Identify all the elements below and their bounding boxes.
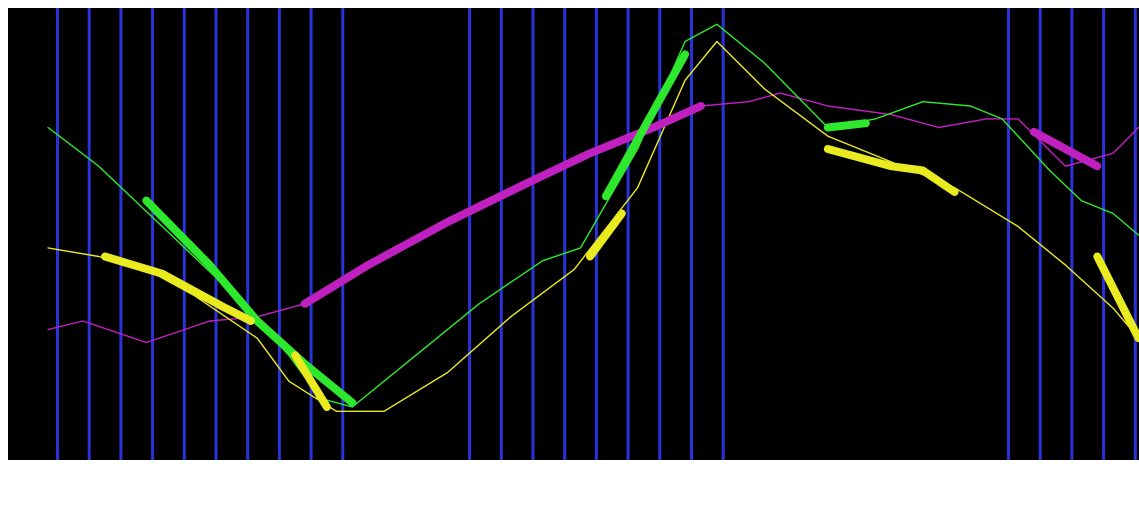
series-2-point-15 [827,135,829,137]
series-1-point-7 [415,354,417,356]
series-1-highlight-2 [601,50,690,201]
x-tick-labels: _15:10 18_15:20 18_15:30 18_15:40 [17,477,1074,507]
x-tick-label-3: 18_15:40 [962,477,1075,507]
series-1-point-8 [478,303,480,305]
series-2-highlight-0 [101,252,255,325]
series-0-point-0 [47,329,49,331]
series-2-point-0 [47,247,49,249]
series-1-point-14 [763,62,766,64]
series-1-point-16 [874,118,876,120]
series-0-point-2 [145,341,147,344]
series-0-point-15 [890,114,892,116]
series-2-point-4 [256,337,258,339]
series-0-point-14 [827,105,829,107]
series-1-point-17 [922,101,924,103]
series-2-point-12 [684,79,686,81]
series-1-point-2 [161,225,163,227]
series-2-point-6 [335,410,338,412]
series-1-point-18 [969,105,972,107]
series-2-highlight-4 [1093,252,1139,343]
series-2-highlight-1 [291,351,331,411]
series-0-point-1 [82,320,84,322]
series-1-highlight-1 [823,119,870,132]
x-tick-label-2: 18_15:30 [645,477,758,507]
series-0-point-18 [1017,118,1019,120]
series-1-point-19 [1001,118,1003,120]
x-tick-label-0: _15:10 [17,477,101,507]
x-tick-label-1: 18_15:20 [328,477,441,507]
series-0-point-17 [985,118,987,120]
series-1-point-20 [1049,169,1051,172]
series-2-highlight-2 [586,209,626,261]
series-1-point-13 [716,23,718,25]
series-1-point-10 [579,247,582,249]
series-0-point-3 [209,320,211,322]
series-0-point-12 [747,101,750,103]
series-1-point-21 [1080,200,1082,202]
series-2-point-5 [288,380,290,382]
series-1-point-12 [684,40,686,43]
series-2-point-14 [763,88,766,90]
series-1-point-1 [98,165,100,167]
series-1-point-0 [47,126,49,129]
series-1-point-11 [637,148,639,150]
series-1-point-22 [1112,212,1114,215]
series-2-point-19 [1064,264,1067,266]
series-0-highlight-1 [1029,127,1102,171]
series-2-point-13 [716,40,718,43]
series-0-point-20 [1112,152,1114,154]
series-2-point-1 [98,255,100,258]
plot-background [8,8,1139,460]
series-1-point-6 [351,406,353,408]
series-0-point-13 [779,92,781,94]
series-2-point-8 [446,372,448,374]
series-0-point-19 [1064,165,1067,167]
series-0-highlight-0 [300,102,705,308]
series-0-point-16 [938,126,940,129]
series-1-point-9 [541,260,544,262]
series-2-point-7 [383,410,385,412]
series-lines [47,23,1139,412]
series-2-point-10 [573,268,575,270]
series-2-point-20 [1112,307,1114,309]
series-2-point-18 [1017,225,1019,227]
series-2-point-9 [510,316,512,318]
series-1-highlight-0 [142,196,357,407]
vertical-markers [55,8,1137,460]
series-2-highlight-3 [823,145,959,196]
series-2-point-11 [637,187,639,189]
